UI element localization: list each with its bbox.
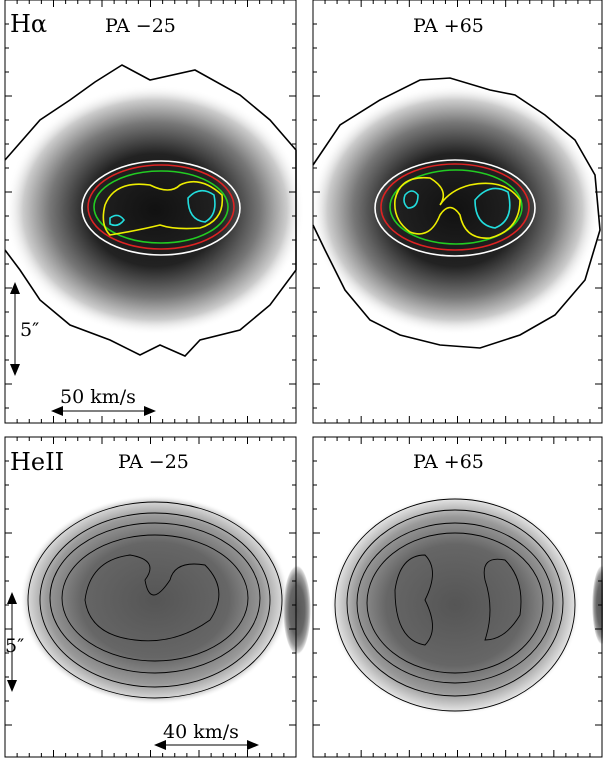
contour xyxy=(394,554,433,646)
contour xyxy=(380,163,530,251)
velocity-scale: 40 km/s xyxy=(163,721,239,743)
contour xyxy=(334,498,576,712)
panel-label: Hα xyxy=(10,10,47,38)
contour xyxy=(4,64,297,357)
intensity-map xyxy=(330,495,580,715)
contour xyxy=(483,558,522,641)
intensity-map xyxy=(5,85,305,335)
panel-heii-pa65: PA +65 xyxy=(312,436,603,758)
frame-ticks xyxy=(5,0,602,757)
intensity-map xyxy=(20,495,290,705)
contour xyxy=(84,554,220,642)
contour xyxy=(109,189,216,227)
contour xyxy=(93,170,229,244)
contour xyxy=(346,509,564,697)
intensity-map xyxy=(592,565,603,645)
intensity-map xyxy=(283,565,311,655)
contour xyxy=(87,164,235,250)
contour xyxy=(393,176,521,239)
panel-label: HeII xyxy=(10,448,64,476)
position-angle: PA −25 xyxy=(105,15,176,37)
contour xyxy=(39,512,271,688)
panel-heii-pa-25: HeII PA −25 5″ 40 km/s xyxy=(4,436,311,758)
position-angle: PA +65 xyxy=(413,451,484,473)
contour xyxy=(366,532,544,674)
velocity-scale: 50 km/s xyxy=(60,386,136,408)
arrow-head xyxy=(154,740,259,750)
contour xyxy=(312,77,601,349)
position-angle: PA −25 xyxy=(118,451,189,473)
spatial-scale: 5″ xyxy=(5,635,24,657)
arrow-head xyxy=(51,406,156,416)
contour xyxy=(403,187,511,229)
panel-ha-pa65: PA +65 xyxy=(310,0,603,424)
contour xyxy=(374,159,536,257)
contour xyxy=(389,169,523,245)
contour xyxy=(27,501,283,699)
contour xyxy=(49,522,261,674)
arrow-head xyxy=(7,592,17,692)
spatial-scale: 5″ xyxy=(20,319,39,341)
panel-ha-pa-25: Hα PA −25 5″ 50 km/s xyxy=(4,0,305,424)
contour xyxy=(61,534,249,662)
contour xyxy=(81,160,241,256)
contour xyxy=(356,522,554,684)
position-angle: PA +65 xyxy=(413,15,484,37)
contour xyxy=(102,180,224,236)
